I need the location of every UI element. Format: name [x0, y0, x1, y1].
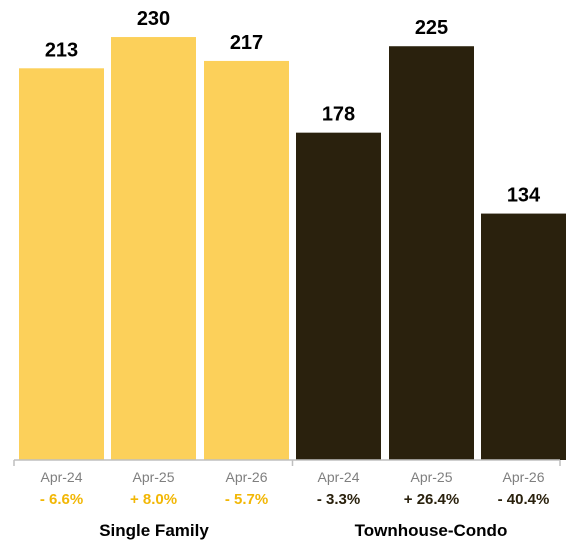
- group-label: Townhouse-Condo: [355, 521, 508, 540]
- bar-townhouse-condo-apr-26: [481, 213, 566, 460]
- x-tick-label: Apr-24: [40, 469, 82, 485]
- change-label: - 3.3%: [317, 491, 360, 508]
- change-label: - 6.6%: [40, 491, 83, 508]
- x-tick-label: Apr-25: [132, 469, 174, 485]
- bar-townhouse-condo-apr-25: [389, 46, 474, 460]
- bar-single-family-apr-24: [19, 68, 104, 461]
- group-label: Single Family: [99, 521, 209, 540]
- bar-single-family-apr-26: [204, 60, 289, 461]
- change-label: + 8.0%: [130, 491, 177, 508]
- x-tick-label: Apr-25: [410, 469, 452, 485]
- bar-townhouse-condo-apr-24: [296, 132, 381, 460]
- bar-single-family-apr-25: [111, 37, 196, 460]
- data-label: 178: [322, 104, 355, 126]
- data-label: 134: [507, 185, 541, 207]
- data-label: 225: [415, 17, 448, 39]
- change-label: - 5.7%: [225, 491, 268, 508]
- x-tick-label: Apr-26: [502, 469, 544, 485]
- change-label: + 26.4%: [404, 491, 459, 508]
- x-tick-label: Apr-26: [225, 469, 267, 485]
- x-tick-label: Apr-24: [317, 469, 359, 485]
- data-label: 230: [137, 8, 170, 30]
- data-label: 213: [45, 39, 78, 61]
- change-label: - 40.4%: [498, 491, 550, 508]
- data-label: 217: [230, 32, 263, 54]
